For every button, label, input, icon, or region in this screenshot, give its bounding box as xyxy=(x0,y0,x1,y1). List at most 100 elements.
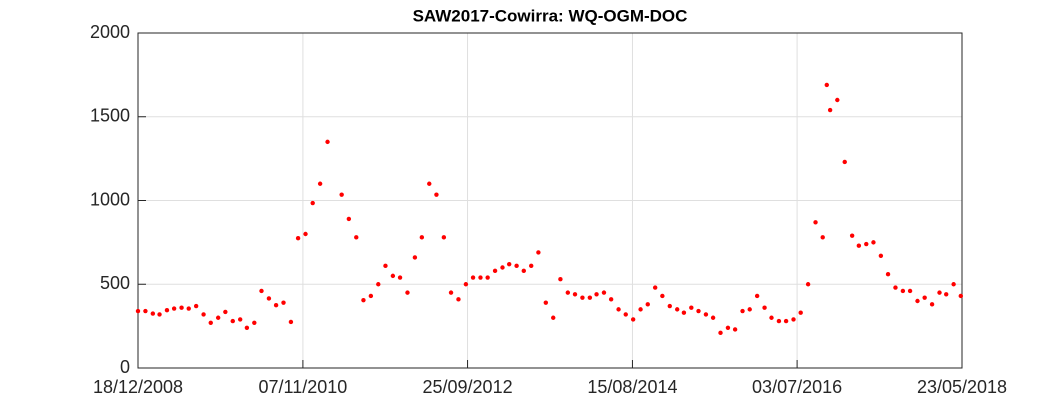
point xyxy=(303,231,308,237)
point xyxy=(594,292,599,297)
point xyxy=(681,310,687,315)
point xyxy=(885,272,891,277)
point xyxy=(608,297,614,302)
point xyxy=(361,297,366,303)
point xyxy=(317,181,323,186)
point xyxy=(427,181,432,186)
point xyxy=(135,308,141,314)
point xyxy=(543,300,549,305)
point xyxy=(710,315,716,320)
point xyxy=(791,317,796,322)
point xyxy=(397,275,403,280)
point xyxy=(521,268,526,274)
point xyxy=(660,293,665,299)
plot-frame xyxy=(137,32,963,369)
point xyxy=(310,200,315,206)
point xyxy=(732,327,738,332)
point xyxy=(193,303,199,309)
point xyxy=(368,293,374,299)
point xyxy=(580,295,585,300)
point xyxy=(827,107,833,113)
point xyxy=(937,290,942,295)
point xyxy=(915,298,920,304)
x-tick-label: 18/12/2008 xyxy=(93,377,183,397)
point xyxy=(616,307,621,312)
chart-title: SAW2017-Cowirra: WQ-OGM-DOC xyxy=(413,6,688,25)
point xyxy=(849,233,855,238)
point xyxy=(383,263,388,269)
point xyxy=(354,235,359,240)
point xyxy=(696,308,701,314)
point xyxy=(907,288,913,294)
point xyxy=(506,261,512,267)
point xyxy=(820,235,825,240)
point xyxy=(805,282,811,287)
point xyxy=(798,310,803,315)
point xyxy=(223,309,228,315)
point xyxy=(295,235,301,241)
point xyxy=(288,319,294,325)
y-tick-label: 500 xyxy=(100,273,130,293)
point xyxy=(485,275,490,280)
point xyxy=(273,302,279,308)
point xyxy=(652,285,658,290)
point xyxy=(259,288,264,294)
point xyxy=(835,97,840,103)
point xyxy=(878,253,884,258)
point xyxy=(762,305,767,310)
point xyxy=(434,192,439,197)
y-tick-label: 1500 xyxy=(90,106,130,126)
point xyxy=(500,265,505,270)
point xyxy=(842,159,847,165)
point xyxy=(944,292,949,297)
point xyxy=(951,282,956,287)
point xyxy=(492,268,498,274)
y-tick-label: 0 xyxy=(120,357,130,377)
point xyxy=(572,292,578,297)
point xyxy=(150,311,156,316)
point xyxy=(405,290,410,295)
point xyxy=(587,295,593,300)
point xyxy=(783,318,789,324)
x-tick-label: 15/08/2014 xyxy=(587,377,677,397)
point xyxy=(346,216,352,222)
point xyxy=(376,282,381,287)
point xyxy=(645,302,650,307)
point xyxy=(456,297,461,302)
point xyxy=(514,263,519,269)
point xyxy=(339,192,344,197)
x-tick-label: 23/05/2018 xyxy=(917,377,1007,397)
point xyxy=(740,308,745,314)
point xyxy=(143,308,148,314)
point xyxy=(208,320,213,325)
point xyxy=(623,312,628,317)
point xyxy=(412,255,418,260)
point xyxy=(325,139,330,145)
point xyxy=(769,315,774,320)
point xyxy=(201,312,206,317)
point xyxy=(893,285,898,290)
point xyxy=(441,235,447,240)
point xyxy=(237,317,243,322)
point xyxy=(252,320,257,325)
point xyxy=(164,308,170,313)
point xyxy=(725,325,731,330)
point xyxy=(244,325,250,330)
point xyxy=(871,240,876,245)
point xyxy=(558,277,563,282)
point xyxy=(675,307,680,312)
y-tick-label: 1000 xyxy=(90,189,130,209)
point xyxy=(856,243,862,248)
point xyxy=(463,282,469,287)
point xyxy=(824,82,829,88)
y-tick-label: 2000 xyxy=(90,22,130,42)
point xyxy=(689,305,694,310)
point xyxy=(551,315,556,320)
point xyxy=(864,241,869,247)
point xyxy=(536,250,541,255)
point xyxy=(266,296,272,301)
point xyxy=(171,306,177,311)
point xyxy=(703,312,709,317)
